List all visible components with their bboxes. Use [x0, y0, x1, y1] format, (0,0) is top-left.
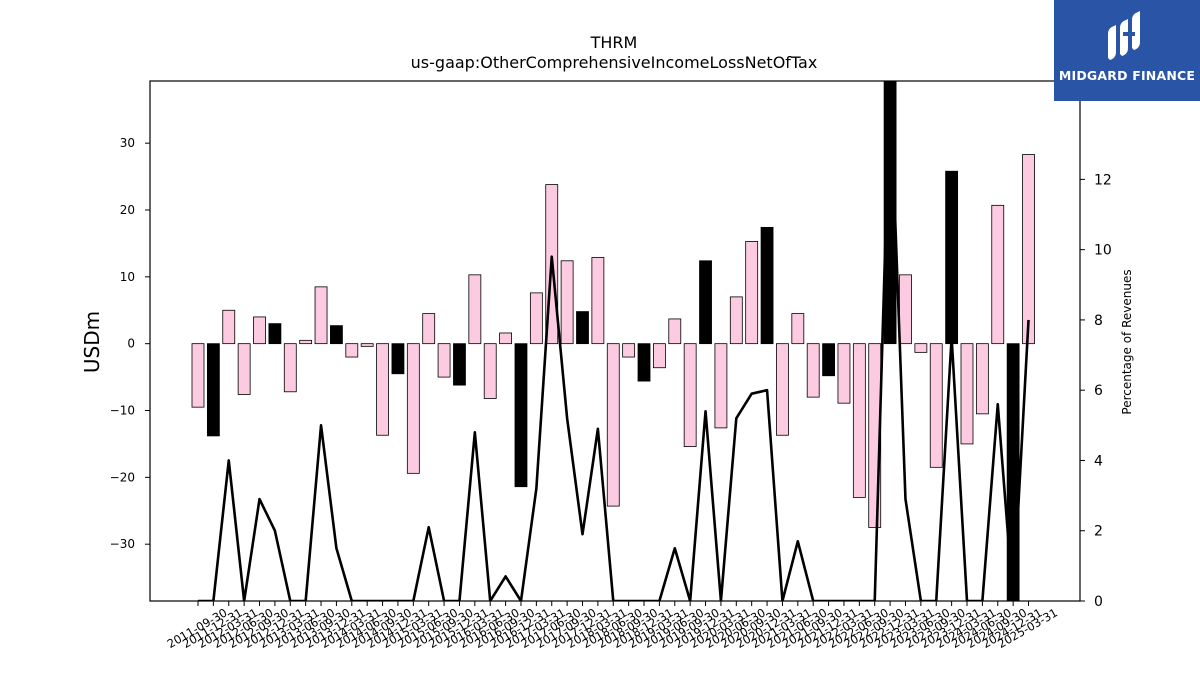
right-tick-label: 10: [1094, 243, 1112, 259]
plot-area: [149, 80, 1081, 602]
bar-2020-09-30: [745, 241, 759, 345]
bar-2021-06-30: [791, 313, 805, 345]
bar-2015-12-31: [453, 343, 466, 386]
brand-logo: MIDGARD FINANCE: [1054, 0, 1200, 101]
bar-2019-03-31: [653, 343, 666, 369]
bar-2025-03-31: [1022, 154, 1035, 345]
left-tick-label: 10: [120, 270, 135, 284]
bar-2024-03-31: [960, 343, 974, 445]
chart-subtitle: us-gaap:OtherComprehensiveIncomeLossNetO…: [411, 53, 818, 72]
bar-2020-03-31: [714, 343, 728, 429]
left-tick-label: −10: [110, 404, 135, 418]
bar-2023-09-30: [929, 343, 943, 468]
y-axis-label: USDm: [80, 311, 104, 373]
x-axis: 2011-09-302011-12-312012-03-312012-06-30…: [165, 601, 1060, 651]
bar-2023-06-30: [914, 343, 928, 353]
bar-2020-12-31: [760, 226, 774, 345]
bar-2023-03-31: [899, 274, 912, 345]
bar-2014-09-30: [376, 343, 389, 436]
bar-2024-09-30: [991, 204, 1005, 345]
left-tick-label: 0: [127, 337, 135, 351]
bar-2019-12-31: [699, 260, 712, 345]
bar-2017-12-31: [576, 311, 589, 345]
bar-2015-09-30: [437, 343, 451, 378]
right-y-axis: 0 2 4 6 8 10 12: [1080, 172, 1112, 610]
bar-2018-03-31: [591, 257, 605, 345]
bar-2021-03-31: [776, 343, 789, 436]
left-tick-label: 30: [120, 136, 135, 150]
bar-2016-03-31: [468, 274, 482, 345]
percentage-line: [198, 81, 1030, 601]
bar-2013-03-31: [283, 343, 297, 393]
left-y-axis: −30 −20 −10 0 10 20 30: [110, 136, 150, 551]
right-tick-label: 4: [1094, 453, 1103, 469]
left-tick-label: −30: [110, 537, 135, 551]
left-tick-label: −20: [110, 470, 135, 484]
bar-2012-06-30: [237, 343, 251, 395]
bar-2014-06-30: [360, 343, 374, 347]
bar-2011-12-31: [206, 343, 220, 437]
midgard-m-icon: [1108, 11, 1140, 60]
right-tick-label: 12: [1094, 172, 1112, 188]
right-tick-label: 6: [1094, 383, 1103, 399]
bar-2013-06-30: [299, 339, 313, 345]
bar-2012-03-31: [222, 309, 236, 345]
left-tick-label: 20: [120, 203, 135, 217]
bar-2019-06-30: [668, 318, 682, 345]
plot-frame: [149, 80, 1081, 602]
bar-2019-09-30: [683, 343, 697, 448]
bar-2016-06-30: [483, 343, 497, 399]
plot-content: [191, 81, 1035, 601]
bar-2023-12-31: [945, 170, 959, 345]
bar-2012-09-30: [253, 316, 266, 345]
bar-2012-12-31: [268, 323, 282, 345]
brand-name: MIDGARD FINANCE: [1058, 68, 1196, 83]
bar-2021-09-30: [806, 343, 820, 398]
right-tick-label: 2: [1094, 524, 1103, 540]
bar-2018-12-31: [637, 343, 651, 382]
right-tick-label: 0: [1094, 594, 1103, 610]
right-tick-label: 8: [1094, 313, 1103, 329]
bar-2018-06-30: [606, 343, 620, 507]
bar-2011-09-30: [191, 343, 205, 408]
bar-2022-03-31: [837, 343, 851, 404]
bar-2021-12-31: [822, 343, 835, 377]
bar-2017-09-30: [560, 260, 574, 345]
bar-2020-06-30: [729, 296, 743, 345]
bar-2015-06-30: [422, 313, 436, 345]
bar-2024-06-30: [975, 343, 989, 415]
chart-title: THRM: [590, 33, 638, 52]
right-y-axis-label: Percentage of Revenues: [1120, 269, 1134, 414]
bar-2013-12-31: [330, 325, 343, 345]
bar-2016-09-30: [499, 332, 513, 345]
bar-2015-03-31: [406, 343, 420, 474]
bar-2016-12-31: [514, 343, 528, 488]
bar-2018-09-30: [622, 343, 636, 358]
bar-2014-12-31: [391, 343, 405, 375]
bar-2013-09-30: [314, 286, 328, 345]
bar-2022-06-30: [852, 343, 866, 498]
bar-2014-03-31: [345, 343, 359, 358]
bar-2017-03-31: [529, 292, 543, 345]
